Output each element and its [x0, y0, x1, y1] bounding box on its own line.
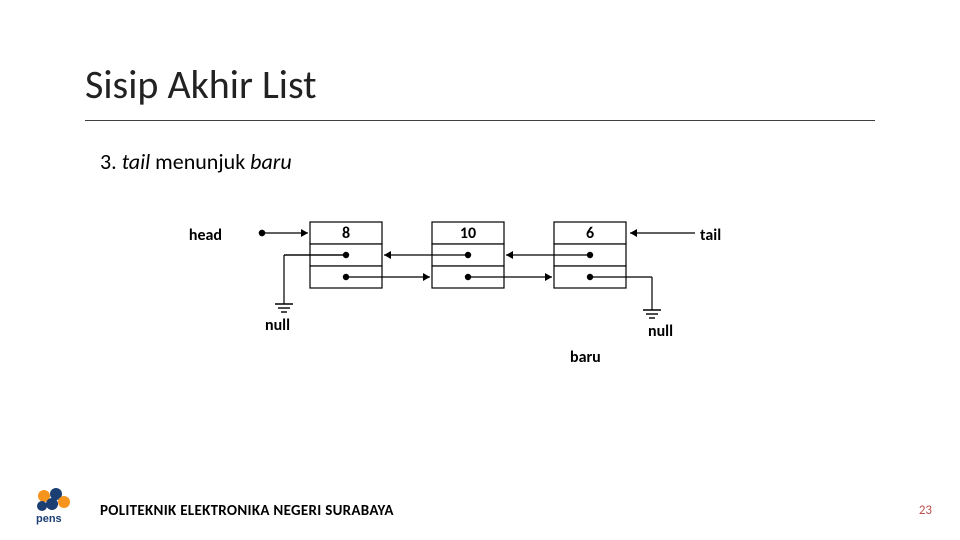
svg-text:null: null	[265, 316, 290, 335]
svg-text:null: null	[648, 322, 673, 341]
svg-text:pens: pens	[36, 513, 62, 525]
page-number: 23	[919, 503, 932, 518]
svg-text:tail: tail	[700, 226, 721, 245]
svg-text:8: 8	[342, 224, 350, 243]
svg-text:baru: baru	[570, 348, 601, 367]
footer-text: POLITEKNIK ELEKTRONIKA NEGERI SURABAYA	[100, 502, 394, 520]
slide: Sisip Akhir List 3. tail menunjuk baru 8…	[0, 0, 960, 540]
pens-logo: pens	[30, 486, 85, 526]
svg-text:head: head	[189, 226, 222, 245]
svg-text:10: 10	[460, 224, 476, 243]
svg-text:6: 6	[586, 224, 594, 243]
linked-list-diagram: 8 10 6 head tail null null baru	[0, 0, 960, 540]
